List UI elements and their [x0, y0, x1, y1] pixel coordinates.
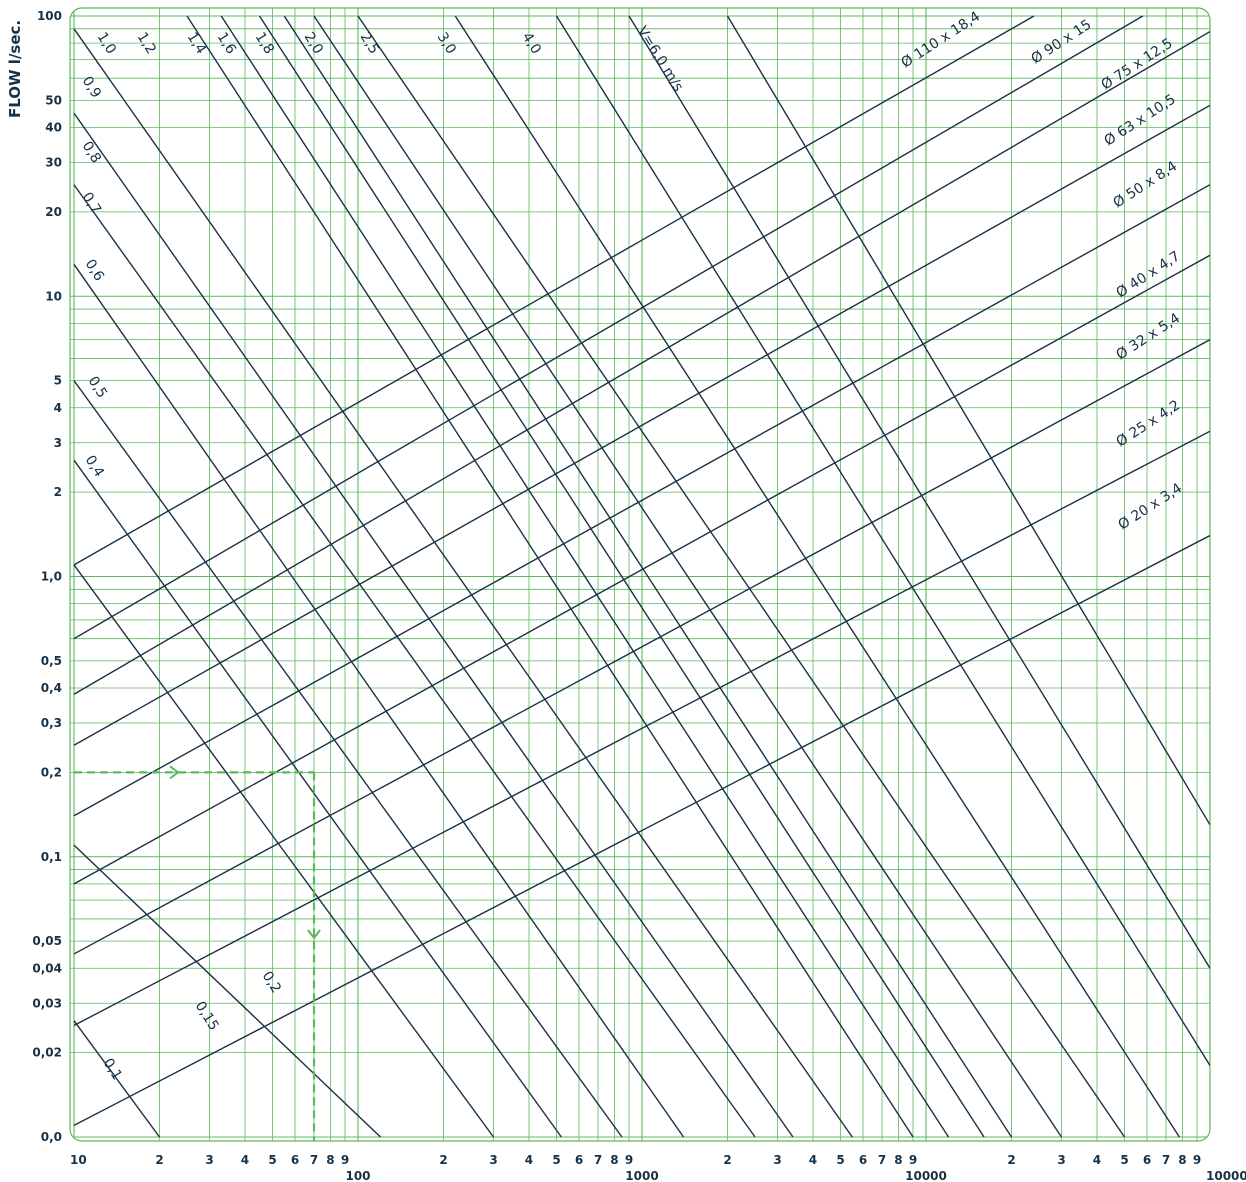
- x-tick-label: 4: [1093, 1153, 1101, 1167]
- pipe-size-line: [73, 534, 1210, 1127]
- y-tick-label: 0,2: [41, 765, 62, 779]
- velocity-line: [628, 15, 1210, 969]
- x-tick-label: 6: [291, 1153, 299, 1167]
- x-tick-label: 7: [594, 1153, 602, 1167]
- pipe-size-line: [73, 184, 1210, 817]
- y-tick-label: 20: [45, 205, 62, 219]
- velocity-line: [73, 112, 794, 1138]
- velocity-line: [73, 564, 495, 1138]
- x-tick-label: 10000: [905, 1169, 947, 1182]
- x-tick-label: 2: [1007, 1153, 1015, 1167]
- y-axis-title: FLOW l/sec.: [6, 20, 24, 118]
- x-tick-label: 5: [268, 1153, 276, 1167]
- x-tick-label: 1000: [625, 1169, 658, 1182]
- y-tick-label: 0,3: [41, 716, 62, 730]
- x-tick-label: 9: [1193, 1153, 1201, 1167]
- x-tick-label: 6: [859, 1153, 867, 1167]
- x-tick-label: 2: [155, 1153, 163, 1167]
- plot-frame: [69, 7, 1211, 1142]
- x-tick-label: 4: [525, 1153, 533, 1167]
- y-axis-ticks: 100 50 40 30 20 10 5 4 3 2 1,0 0,5 0,4 0,3 0,2 0,1 0,05 0…: [32, 9, 62, 1144]
- x-tick-label: 2: [723, 1153, 731, 1167]
- y-tick-label: 0,05: [32, 934, 62, 948]
- example-guide: [74, 765, 321, 1141]
- x-tick-label: 7: [1162, 1153, 1170, 1167]
- y-tick-label: 0,03: [32, 996, 62, 1010]
- x-tick-label: 3: [773, 1153, 781, 1167]
- x-tick-label: 6: [575, 1153, 583, 1167]
- x-tick-label: 2: [439, 1153, 447, 1167]
- x-tick-label: 4: [809, 1153, 817, 1167]
- x-tick-label: 8: [326, 1153, 334, 1167]
- pipe-size-line: [73, 254, 1210, 885]
- y-tick-label: 2: [54, 485, 62, 499]
- y-tick-label: 0,04: [32, 961, 62, 975]
- velocity-line: [357, 15, 1126, 1138]
- x-tick-label: 100000: [1206, 1169, 1246, 1182]
- guide-arrow-right-icon: [169, 765, 180, 780]
- y-tick-label: 4: [54, 401, 62, 415]
- x-tick-label: 5: [836, 1153, 844, 1167]
- pipe-size-line: [73, 30, 1210, 695]
- velocity-line: [73, 1020, 161, 1138]
- velocity-line: [555, 15, 1210, 1066]
- x-tick-label: 6: [1143, 1153, 1151, 1167]
- y-tick-label: 30: [45, 156, 62, 170]
- x-tick-label: 100: [345, 1169, 370, 1182]
- series-lines: [73, 15, 1210, 1138]
- y-tick-label: 100: [37, 9, 62, 23]
- y-tick-label: 0,4: [41, 681, 62, 695]
- x-tick-label: 3: [489, 1153, 497, 1167]
- pipe-size-line: [73, 104, 1210, 746]
- y-tick-label: 3: [54, 436, 62, 450]
- y-tick-label: 10: [45, 289, 62, 303]
- pipe-size-line: [73, 430, 1210, 1027]
- y-tick-label: 50: [45, 93, 62, 107]
- velocity-line: [313, 15, 1063, 1138]
- pipe-size-line: [73, 15, 1035, 566]
- y-tick-label: 0,0: [41, 1130, 62, 1144]
- x-tick-label: 9: [625, 1153, 633, 1167]
- y-tick-label: 0,1: [41, 850, 62, 864]
- y-tick-label: 1,0: [41, 570, 62, 584]
- x-tick-label: 10: [70, 1153, 87, 1167]
- guide-arrow-down-icon: [307, 929, 321, 940]
- x-tick-label: 7: [310, 1153, 318, 1167]
- y-tick-label: 0,02: [32, 1046, 62, 1060]
- x-tick-label: 7: [878, 1153, 886, 1167]
- velocity-line: [73, 844, 381, 1138]
- velocity-line: [220, 15, 950, 1138]
- x-tick-label: 5: [1120, 1153, 1128, 1167]
- velocity-line: [73, 184, 756, 1138]
- pipe-size-line: [73, 339, 1210, 955]
- x-tick-label: 9: [341, 1153, 349, 1167]
- x-tick-label: 9: [909, 1153, 917, 1167]
- x-tick-label: 4: [241, 1153, 249, 1167]
- x-tick-label: 3: [205, 1153, 213, 1167]
- y-tick-label: 5: [54, 374, 62, 388]
- velocity-line: [73, 459, 562, 1138]
- pipe-size-line: [73, 15, 1144, 640]
- velocity-line: [726, 15, 1210, 826]
- velocity-line: [454, 15, 1180, 1138]
- velocity-line: [73, 263, 685, 1138]
- x-tick-label: 5: [552, 1153, 560, 1167]
- x-tick-label: 8: [610, 1153, 618, 1167]
- y-tick-label: 40: [45, 121, 62, 135]
- velocity-line: [258, 15, 985, 1138]
- velocity-line: [283, 15, 1013, 1138]
- x-tick-label: 3: [1057, 1153, 1065, 1167]
- x-tick-label: 8: [1178, 1153, 1186, 1167]
- velocity-line: [186, 15, 914, 1138]
- velocity-line: [73, 28, 853, 1138]
- velocity-line: [73, 380, 623, 1138]
- y-tick-label: 0,5: [41, 654, 62, 668]
- grid: [70, 8, 1210, 1141]
- x-tick-label: 8: [894, 1153, 902, 1167]
